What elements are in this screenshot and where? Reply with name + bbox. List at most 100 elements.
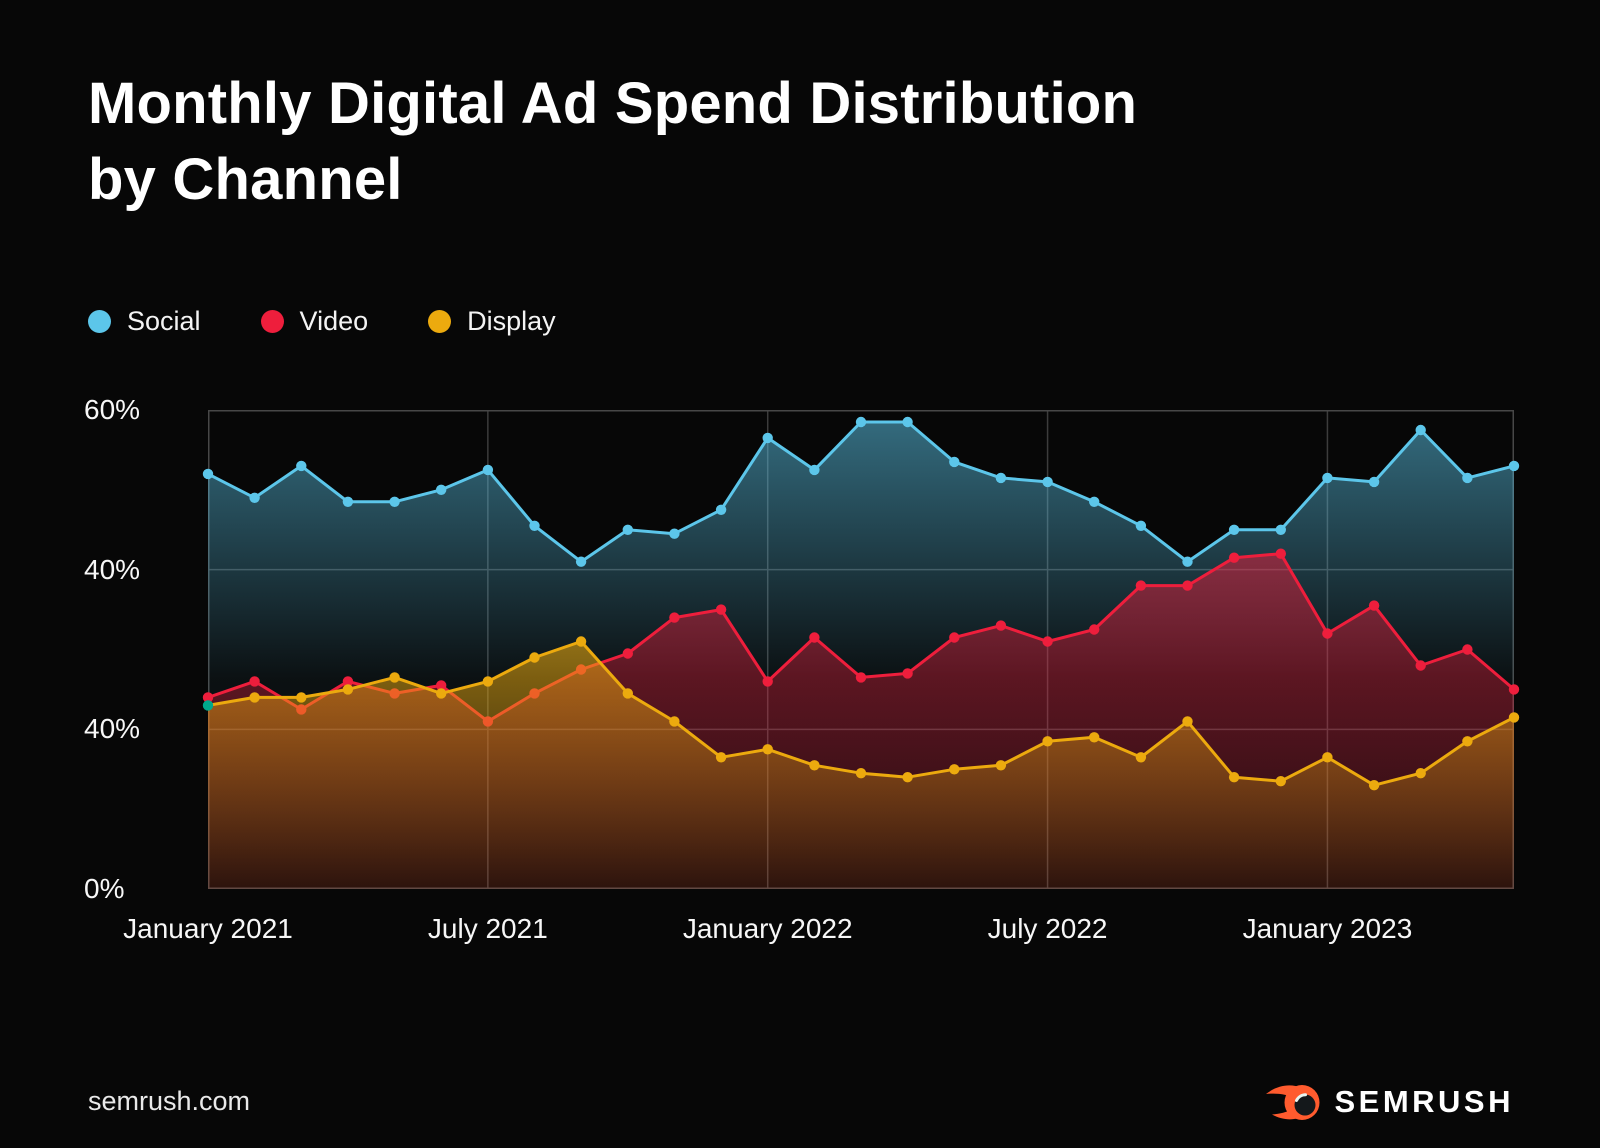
point-display (202, 700, 214, 711)
point-social (762, 432, 773, 444)
point-display (715, 752, 727, 763)
point-display (436, 688, 447, 699)
point-video (1089, 624, 1100, 635)
point-display (1508, 712, 1520, 723)
x-axis-label: July 2021 (427, 913, 548, 944)
point-video (342, 676, 354, 687)
point-social (529, 520, 540, 531)
legend-dot-social (88, 310, 111, 333)
legend-item-video: Video (260, 306, 369, 337)
point-social (949, 456, 960, 468)
point-display (669, 716, 680, 727)
semrush-logo-icon (1266, 1084, 1320, 1120)
point-social (669, 528, 680, 539)
point-display (575, 636, 587, 647)
legend-item-social: Social (88, 306, 201, 337)
point-social (809, 464, 820, 476)
point-social (1228, 524, 1240, 535)
point-social (1042, 476, 1053, 488)
point-video (762, 676, 773, 687)
point-display (622, 688, 633, 699)
point-display (342, 684, 354, 695)
point-display (809, 760, 820, 771)
point-social (1322, 472, 1333, 484)
y-axis-label: 40% (84, 713, 141, 745)
point-video (995, 620, 1007, 631)
point-video (1042, 636, 1053, 647)
point-video (669, 612, 680, 623)
point-display (762, 744, 773, 755)
point-display (1042, 736, 1053, 747)
point-social (389, 496, 400, 507)
point-video (202, 692, 214, 703)
point-display (1462, 736, 1473, 747)
point-video (1275, 548, 1287, 559)
point-display (1368, 780, 1380, 791)
point-video (809, 632, 820, 643)
point-social (249, 492, 260, 503)
point-social (622, 524, 633, 535)
point-display (995, 760, 1007, 771)
legend-dot-display (428, 310, 452, 333)
area-display (208, 641, 1514, 889)
point-video (1182, 580, 1193, 591)
point-display (855, 768, 867, 779)
point-display (389, 672, 400, 683)
point-display (1415, 768, 1426, 779)
point-social (1508, 460, 1520, 472)
legend: Social Video Display (88, 306, 556, 337)
point-display (1322, 752, 1333, 763)
x-axis-label: January 2021 (123, 913, 293, 944)
point-video (1228, 552, 1240, 563)
area-chart: 60% 40% 40% 0% January 2021 July 2021 January … (84, 396, 1520, 943)
legend-label-display: Display (467, 306, 556, 336)
point-video (1322, 628, 1333, 639)
point-display (1089, 732, 1100, 743)
point-video (1508, 684, 1520, 695)
point-display (296, 692, 307, 703)
point-social (1275, 524, 1287, 535)
point-social (296, 460, 307, 472)
point-display (1135, 752, 1147, 763)
point-social (482, 464, 494, 476)
point-video (622, 648, 633, 659)
point-display (529, 652, 540, 663)
point-video (436, 680, 447, 691)
point-display (902, 772, 913, 783)
legend-item-display: Display (428, 306, 556, 337)
point-social (1368, 476, 1380, 488)
point-video (1462, 644, 1473, 655)
point-social (715, 504, 727, 515)
page-title: Monthly Digital Ad Spend Distribution by… (88, 66, 1137, 218)
point-video (1415, 660, 1426, 671)
page-title-line-2: by Channel (88, 147, 403, 212)
point-social (436, 484, 447, 495)
page-title-line-1: Monthly Digital Ad Spend Distribution (88, 71, 1138, 136)
point-video (1135, 580, 1147, 591)
point-social (1415, 424, 1426, 436)
point-video (949, 632, 960, 643)
point-social (575, 556, 587, 567)
legend-label-video: Video (299, 306, 369, 336)
semrush-logo: SEMRUSH (1265, 1078, 1514, 1126)
y-axis-label: 60% (84, 394, 141, 425)
point-social (202, 468, 214, 480)
point-video (902, 668, 913, 679)
point-display (1275, 776, 1287, 787)
legend-dot-video (260, 310, 284, 333)
point-video (855, 672, 867, 683)
point-social (902, 416, 913, 428)
x-axis-label: July 2022 (987, 913, 1108, 944)
point-social (1135, 520, 1147, 531)
site-url: semrush.com (88, 1086, 251, 1116)
y-axis-label: 0% (84, 873, 125, 904)
point-video (1368, 600, 1380, 611)
point-display (482, 676, 494, 687)
plot-svg (202, 410, 1520, 889)
x-axis-label: January 2022 (682, 913, 853, 944)
x-axis-label: January 2023 (1242, 913, 1413, 944)
point-social (855, 416, 867, 428)
point-display (1228, 772, 1240, 783)
semrush-logo-text: SEMRUSH (1334, 1084, 1514, 1119)
point-social (1462, 472, 1473, 484)
